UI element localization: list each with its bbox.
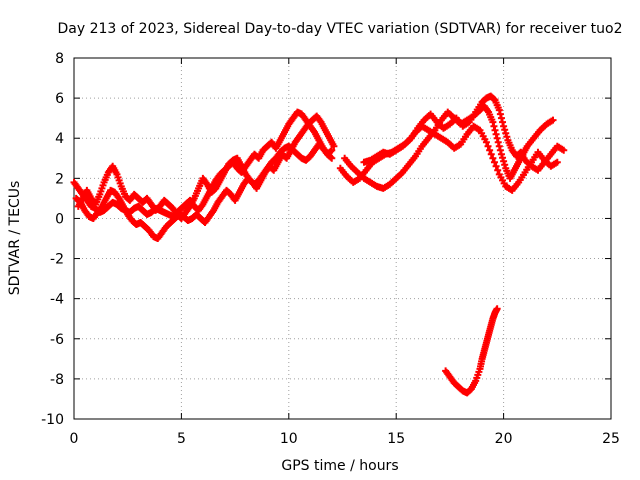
data-point xyxy=(484,142,492,150)
data-point xyxy=(328,146,336,154)
data-point xyxy=(327,153,335,161)
data-points xyxy=(70,92,568,397)
chart-title: Day 213 of 2023, Sidereal Day-to-day VTE… xyxy=(57,21,622,37)
data-point xyxy=(496,110,504,118)
data-point xyxy=(495,106,503,114)
data-point xyxy=(486,146,494,154)
series-track-6 xyxy=(360,122,561,194)
data-point xyxy=(489,154,497,162)
data-point xyxy=(490,122,498,130)
y-tick-label: -6 xyxy=(50,332,64,348)
data-point xyxy=(492,162,500,170)
data-point xyxy=(494,166,502,174)
series-track-1 xyxy=(70,108,336,220)
y-tick-label: -2 xyxy=(50,252,64,268)
data-point xyxy=(489,118,497,126)
y-axis: -10 -8 -6 -4 -2 0 2 4 6 8 xyxy=(41,51,611,428)
series-track-7 xyxy=(442,305,501,397)
data-point xyxy=(491,126,499,134)
data-point xyxy=(487,150,495,158)
series-track-2 xyxy=(72,112,338,242)
data-point xyxy=(493,134,501,142)
y-tick-label: 8 xyxy=(55,51,64,67)
y-tick-label: 4 xyxy=(55,131,64,147)
data-point xyxy=(553,158,561,166)
y-tick-label: -4 xyxy=(50,292,64,308)
x-tick-label: 15 xyxy=(387,431,405,447)
data-point xyxy=(490,95,498,103)
x-axis: 0 5 10 15 20 25 xyxy=(70,58,620,447)
y-axis-label: SDTVAR / TECUs xyxy=(7,181,23,296)
plot-frame xyxy=(73,57,612,420)
data-point xyxy=(330,142,338,150)
data-point xyxy=(493,305,501,313)
data-point xyxy=(328,154,336,162)
data-point xyxy=(500,157,508,165)
y-tick-label: 6 xyxy=(55,91,64,107)
x-tick-label: 5 xyxy=(177,431,186,447)
data-point xyxy=(495,142,503,150)
data-point xyxy=(501,161,509,169)
data-point xyxy=(482,138,490,146)
x-tick-label: 20 xyxy=(495,431,513,447)
data-point xyxy=(497,150,505,158)
y-tick-label: 0 xyxy=(55,211,64,227)
data-point xyxy=(560,146,568,154)
data-point xyxy=(500,122,508,130)
series-track-3 xyxy=(74,140,336,222)
y-tick-label: 2 xyxy=(55,171,64,187)
series-track-5 xyxy=(341,102,557,192)
data-point xyxy=(503,133,511,141)
x-tick-label: 0 xyxy=(70,431,79,447)
data-point xyxy=(502,129,510,137)
data-point xyxy=(549,116,557,124)
data-point xyxy=(494,138,502,146)
data-point xyxy=(492,130,500,138)
y-tick-label: -10 xyxy=(41,412,64,428)
x-tick-label: 25 xyxy=(602,431,620,447)
x-axis-label: GPS time / hours xyxy=(281,458,398,474)
y-tick-label: -8 xyxy=(50,372,64,388)
data-point xyxy=(490,158,498,166)
data-point xyxy=(501,126,509,134)
data-point xyxy=(499,154,507,162)
data-point xyxy=(496,146,504,154)
data-point xyxy=(497,114,505,122)
data-point xyxy=(499,118,507,126)
x-tick-label: 10 xyxy=(280,431,298,447)
